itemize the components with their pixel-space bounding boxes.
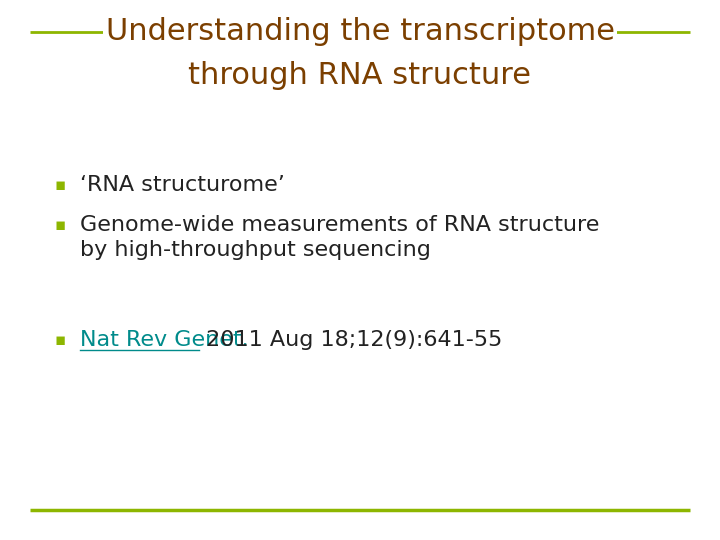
Text: ▪: ▪ <box>55 331 66 349</box>
Text: ‘RNA structurome’: ‘RNA structurome’ <box>80 175 285 195</box>
Text: 2011 Aug 18;12(9):641-55: 2011 Aug 18;12(9):641-55 <box>199 330 503 350</box>
Text: ▪: ▪ <box>55 216 66 234</box>
Text: Genome-wide measurements of RNA structure: Genome-wide measurements of RNA structur… <box>80 215 599 235</box>
Text: Understanding the transcriptome: Understanding the transcriptome <box>106 17 614 46</box>
Text: by high-throughput sequencing: by high-throughput sequencing <box>80 240 431 260</box>
Text: Nat Rev Genet.: Nat Rev Genet. <box>80 330 248 350</box>
Text: through RNA structure: through RNA structure <box>189 60 531 90</box>
Text: ▪: ▪ <box>55 176 66 194</box>
